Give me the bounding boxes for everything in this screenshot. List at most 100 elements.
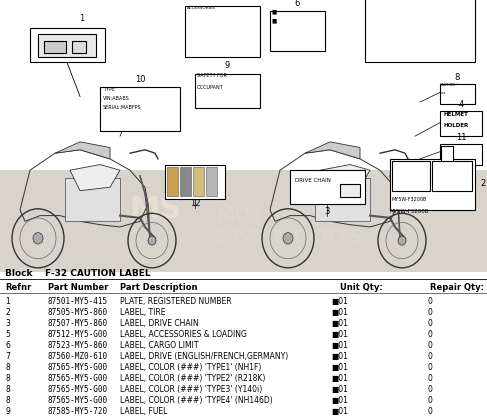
Text: MY5W-F3200B: MY5W-F3200B — [390, 210, 430, 215]
Text: Refnr: Refnr — [5, 283, 31, 292]
Bar — [65, 178, 120, 221]
Text: ■01: ■01 — [332, 319, 348, 328]
Text: 87505-MY5-860: 87505-MY5-860 — [48, 308, 108, 317]
Text: HOLDER: HOLDER — [444, 123, 469, 128]
Text: Repair Qty:: Repair Qty: — [430, 283, 484, 292]
Text: 87501-MY5-415: 87501-MY5-415 — [48, 297, 108, 306]
Text: 8: 8 — [454, 73, 460, 82]
Text: LABEL, COLOR (###) 'TYPE4' (NH146D): LABEL, COLOR (###) 'TYPE4' (NH146D) — [120, 396, 273, 405]
Text: ■01: ■01 — [332, 363, 348, 372]
Text: 9: 9 — [5, 407, 10, 416]
Circle shape — [33, 233, 43, 244]
Text: ■01: ■01 — [332, 374, 348, 383]
Text: 9: 9 — [225, 61, 230, 70]
Text: 5: 5 — [5, 330, 10, 339]
Text: 12: 12 — [190, 199, 200, 208]
Text: 3: 3 — [324, 207, 330, 216]
Circle shape — [148, 236, 156, 245]
Text: PLATE, REGISTERED NUMBER: PLATE, REGISTERED NUMBER — [120, 297, 232, 306]
Text: 8: 8 — [5, 396, 10, 405]
Text: 87560-MZ0-610: 87560-MZ0-610 — [48, 352, 108, 361]
Text: 87585-MY5-720: 87585-MY5-720 — [48, 407, 108, 416]
Text: 0: 0 — [428, 319, 432, 328]
Text: 0: 0 — [428, 352, 432, 361]
Text: 2: 2 — [480, 179, 485, 188]
Text: HELMET: HELMET — [444, 112, 469, 117]
Text: ■01: ■01 — [332, 407, 348, 416]
Text: LABEL, COLOR (###) 'TYPE2' (R218K): LABEL, COLOR (###) 'TYPE2' (R218K) — [120, 374, 265, 383]
Text: 0: 0 — [428, 407, 432, 416]
Text: 3: 3 — [5, 319, 10, 328]
Text: VIN:ABABS: VIN:ABABS — [103, 96, 130, 101]
Text: 8: 8 — [5, 374, 10, 383]
Text: ■: ■ — [272, 10, 277, 15]
Text: MOTORCYCLE
SPARE PARTS: MOTORCYCLE SPARE PARTS — [216, 207, 364, 248]
Text: 2: 2 — [5, 308, 10, 317]
Bar — [432, 161, 472, 191]
Text: CAUTION: CAUTION — [440, 83, 456, 87]
Text: ■: ■ — [272, 19, 277, 24]
Text: SAFETY FOR: SAFETY FOR — [197, 73, 227, 78]
Bar — [440, 84, 475, 104]
Bar — [30, 28, 105, 62]
Text: 87507-MY5-860: 87507-MY5-860 — [48, 319, 108, 328]
Circle shape — [398, 236, 406, 245]
Bar — [390, 159, 475, 210]
Text: 0: 0 — [428, 341, 432, 350]
Text: ■01: ■01 — [332, 385, 348, 394]
Text: 87512-MY5-G00: 87512-MY5-G00 — [48, 330, 108, 339]
Text: ■01: ■01 — [332, 352, 348, 361]
Text: LABEL, DRIVE (ENGLISH/FRENCH,GERMANY): LABEL, DRIVE (ENGLISH/FRENCH,GERMANY) — [120, 352, 288, 361]
Bar — [185, 6, 260, 57]
Bar — [206, 167, 217, 197]
Text: LABEL, COLOR (###) 'TYPE3' (Y140i): LABEL, COLOR (###) 'TYPE3' (Y140i) — [120, 385, 262, 394]
Text: 87523-MY5-860: 87523-MY5-860 — [48, 341, 108, 350]
Text: Unit Qty:: Unit Qty: — [340, 283, 383, 292]
Text: 0: 0 — [428, 385, 432, 394]
Polygon shape — [55, 142, 110, 159]
Text: 8: 8 — [5, 385, 10, 394]
Text: 8: 8 — [5, 363, 10, 372]
Bar — [270, 11, 325, 51]
Bar — [315, 178, 370, 221]
Text: TYPE: TYPE — [103, 87, 115, 92]
Text: 7: 7 — [219, 0, 225, 2]
Text: 7: 7 — [5, 352, 10, 361]
Text: DRIVE CHAIN: DRIVE CHAIN — [295, 178, 331, 183]
Bar — [165, 165, 225, 199]
Bar — [195, 74, 260, 108]
Text: 4: 4 — [458, 100, 464, 109]
Bar — [38, 34, 96, 57]
Text: ■01: ■01 — [332, 341, 348, 350]
Text: 0: 0 — [428, 396, 432, 405]
Text: 1: 1 — [79, 14, 85, 23]
Text: 87565-MY5-G00: 87565-MY5-G00 — [48, 374, 108, 383]
Text: LABEL, COLOR (###) 'TYPE1' (NH1F): LABEL, COLOR (###) 'TYPE1' (NH1F) — [120, 363, 262, 372]
Text: MS: MS — [129, 195, 181, 225]
Bar — [193, 167, 204, 197]
Bar — [100, 88, 180, 130]
Text: SERIAL:MABFPS: SERIAL:MABFPS — [103, 105, 142, 110]
Polygon shape — [320, 165, 370, 191]
Text: Part Number: Part Number — [48, 283, 109, 292]
Text: MY5W-F3200B: MY5W-F3200B — [392, 197, 428, 202]
Text: xxx: xxx — [440, 91, 447, 95]
Polygon shape — [70, 165, 120, 191]
Text: 0: 0 — [428, 297, 432, 306]
Bar — [44, 41, 66, 53]
Bar — [441, 146, 453, 162]
Bar — [440, 144, 482, 165]
Text: 1: 1 — [5, 297, 10, 306]
Text: 0: 0 — [428, 330, 432, 339]
Text: ■01: ■01 — [332, 330, 348, 339]
Text: 6: 6 — [5, 341, 10, 350]
Text: 87565-MY5-G00: 87565-MY5-G00 — [48, 363, 108, 372]
Text: 10: 10 — [135, 75, 145, 84]
Text: LABEL, FUEL: LABEL, FUEL — [120, 407, 168, 416]
Text: 0: 0 — [428, 308, 432, 317]
Bar — [167, 167, 178, 197]
Text: ■01: ■01 — [332, 297, 348, 306]
Text: LABEL, TIRE: LABEL, TIRE — [120, 308, 166, 317]
Bar — [365, 0, 475, 62]
Bar — [392, 161, 430, 191]
